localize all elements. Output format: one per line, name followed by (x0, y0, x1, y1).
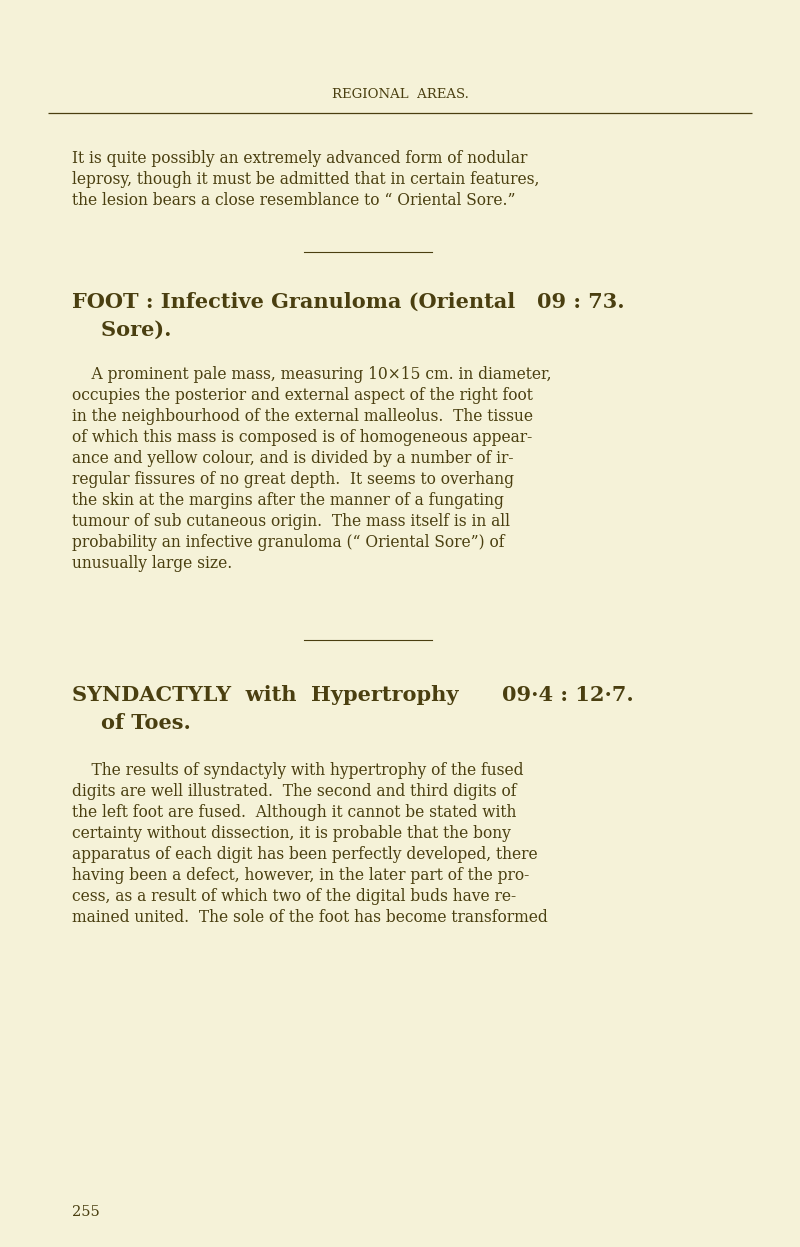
Text: tumour of sub cutaneous origin.  The mass itself is in all: tumour of sub cutaneous origin. The mass… (72, 513, 510, 530)
Text: ance and yellow colour, and is divided by a number of ir-: ance and yellow colour, and is divided b… (72, 450, 514, 466)
Text: the lesion bears a close resemblance to “ Oriental Sore.”: the lesion bears a close resemblance to … (72, 192, 515, 209)
Text: It is quite possibly an extremely advanced form of nodular: It is quite possibly an extremely advanc… (72, 150, 527, 167)
Text: the skin at the margins after the manner of a fungating: the skin at the margins after the manner… (72, 493, 504, 509)
Text: certainty without dissection, it is probable that the bony: certainty without dissection, it is prob… (72, 826, 511, 842)
Text: REGIONAL  AREAS.: REGIONAL AREAS. (331, 89, 469, 101)
Text: having been a defect, however, in the later part of the pro-: having been a defect, however, in the la… (72, 867, 530, 884)
Text: mained united.  The sole of the foot has become transformed: mained united. The sole of the foot has … (72, 909, 548, 927)
Text: FOOT : Infective Granuloma (Oriental   09 : 73.: FOOT : Infective Granuloma (Oriental 09 … (72, 292, 625, 312)
Text: SYNDACTYLY  with  Hypertrophy      09·4 : 12·7.: SYNDACTYLY with Hypertrophy 09·4 : 12·7. (72, 685, 634, 705)
Text: The results of syndactyly with hypertrophy of the fused: The results of syndactyly with hypertrop… (72, 762, 523, 779)
Text: in the neighbourhood of the external malleolus.  The tissue: in the neighbourhood of the external mal… (72, 408, 533, 425)
Text: 255: 255 (72, 1205, 100, 1220)
Text: unusually large size.: unusually large size. (72, 555, 232, 572)
Text: of which this mass is composed is of homogeneous appear-: of which this mass is composed is of hom… (72, 429, 532, 446)
Text: Sore).: Sore). (72, 320, 171, 340)
Text: digits are well illustrated.  The second and third digits of: digits are well illustrated. The second … (72, 783, 517, 801)
Text: regular fissures of no great depth.  It seems to overhang: regular fissures of no great depth. It s… (72, 471, 514, 488)
Text: the left foot are fused.  Although it cannot be stated with: the left foot are fused. Although it can… (72, 804, 516, 821)
Text: occupies the posterior and external aspect of the right foot: occupies the posterior and external aspe… (72, 387, 533, 404)
Text: probability an infective granuloma (“ Oriental Sore”) of: probability an infective granuloma (“ Or… (72, 534, 505, 551)
Text: leprosy, though it must be admitted that in certain features,: leprosy, though it must be admitted that… (72, 171, 539, 188)
Text: cess, as a result of which two of the digital buds have re-: cess, as a result of which two of the di… (72, 888, 516, 905)
Text: A prominent pale mass, measuring 10×15 cm. in diameter,: A prominent pale mass, measuring 10×15 c… (72, 367, 551, 383)
Text: apparatus of each digit has been perfectly developed, there: apparatus of each digit has been perfect… (72, 845, 538, 863)
Text: of Toes.: of Toes. (72, 713, 191, 733)
